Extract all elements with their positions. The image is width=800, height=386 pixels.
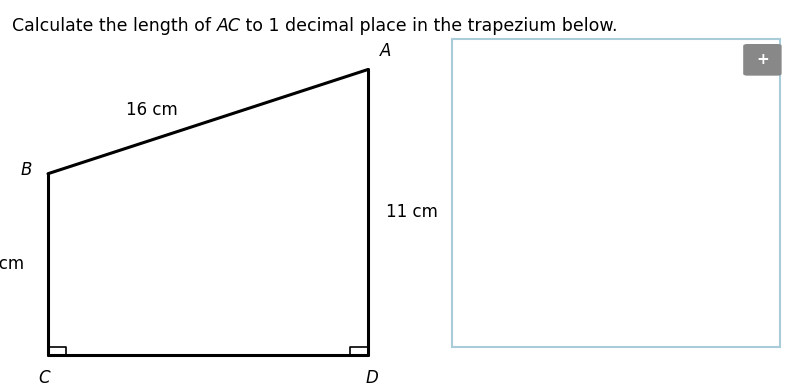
Text: B: B (21, 161, 32, 179)
Text: +: + (756, 52, 769, 67)
Text: to 1 decimal place in the trapezium below.: to 1 decimal place in the trapezium belo… (241, 17, 618, 36)
Text: Calculate the length of: Calculate the length of (12, 17, 217, 36)
Text: A: A (380, 42, 391, 60)
Text: AC: AC (217, 17, 241, 36)
Text: 11 cm: 11 cm (386, 203, 438, 221)
Text: C: C (38, 369, 50, 386)
Text: 16 cm: 16 cm (126, 101, 178, 119)
Text: 4 cm: 4 cm (0, 256, 25, 273)
FancyBboxPatch shape (743, 44, 782, 76)
Bar (452, 39, 780, 347)
Text: D: D (366, 369, 378, 386)
